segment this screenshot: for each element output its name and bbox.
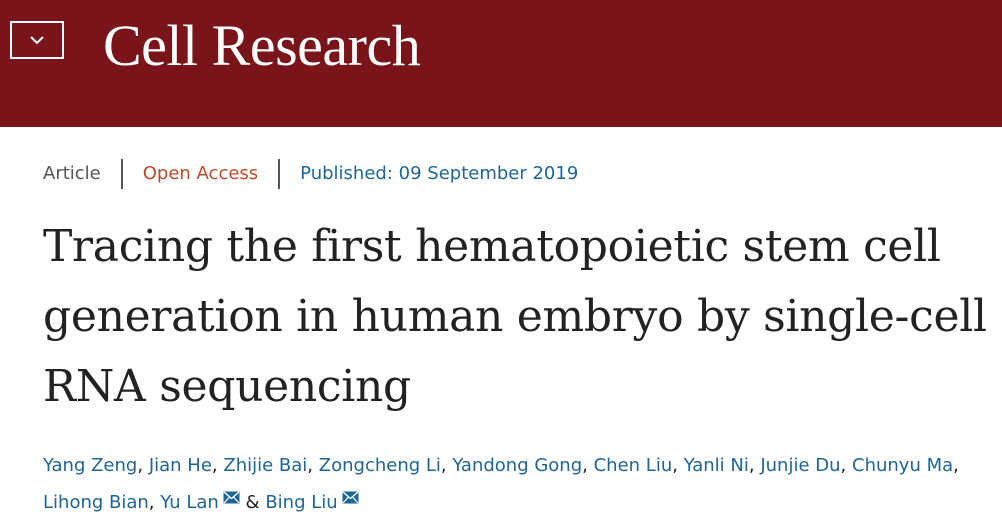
author-and-separator: & — [245, 492, 260, 513]
open-access-badge: Open Access — [142, 163, 259, 184]
article-type: Article — [43, 163, 101, 184]
chevron-down-icon — [30, 36, 44, 45]
journal-logo[interactable]: Cell Research — [103, 13, 421, 78]
article-meta: Article Open Access Published: 09 Septem… — [43, 158, 578, 190]
author-separator: , — [440, 455, 447, 476]
author-separator: , — [148, 492, 155, 513]
author-separator: , — [582, 455, 588, 476]
author-link[interactable]: Yandong Gong — [452, 455, 583, 476]
author-list: Yang Zeng, Jian He, Zhijie Bai, Zongchen… — [43, 447, 993, 521]
author-link[interactable]: Lihong Bian — [43, 492, 149, 513]
author-separator: , — [672, 455, 678, 476]
author-link[interactable]: Chen Liu — [593, 455, 673, 476]
site-header: Cell Research — [0, 0, 1002, 127]
author-link[interactable]: Yanli Ni — [683, 455, 749, 476]
envelope-icon[interactable] — [223, 491, 240, 504]
author-separator: , — [953, 455, 959, 476]
published-date: 09 September 2019 — [398, 163, 579, 184]
envelope-icon[interactable] — [342, 491, 359, 504]
article-title: Tracing the first hematopoietic stem cel… — [43, 221, 987, 412]
author-separator: , — [137, 455, 144, 476]
divider — [120, 159, 123, 189]
author-link[interactable]: Jian He — [148, 455, 212, 476]
author-separator: , — [307, 455, 314, 476]
author-link[interactable]: Zongcheng Li — [318, 455, 441, 476]
author-separator: , — [211, 455, 218, 476]
author-link[interactable]: Yang Zeng — [43, 455, 138, 476]
author-link[interactable]: Bing Liu — [265, 492, 338, 513]
divider — [278, 159, 281, 189]
author-separator: , — [840, 455, 847, 476]
author-separator: , — [748, 455, 755, 476]
author-link[interactable]: Zhijie Bai — [223, 455, 308, 476]
menu-toggle-button[interactable] — [10, 21, 64, 59]
author-link[interactable]: Chunyu Ma — [852, 455, 954, 476]
author-link[interactable]: Yu Lan — [160, 492, 219, 513]
published-label: Published: — [300, 163, 393, 184]
author-link[interactable]: Junjie Du — [760, 455, 841, 476]
